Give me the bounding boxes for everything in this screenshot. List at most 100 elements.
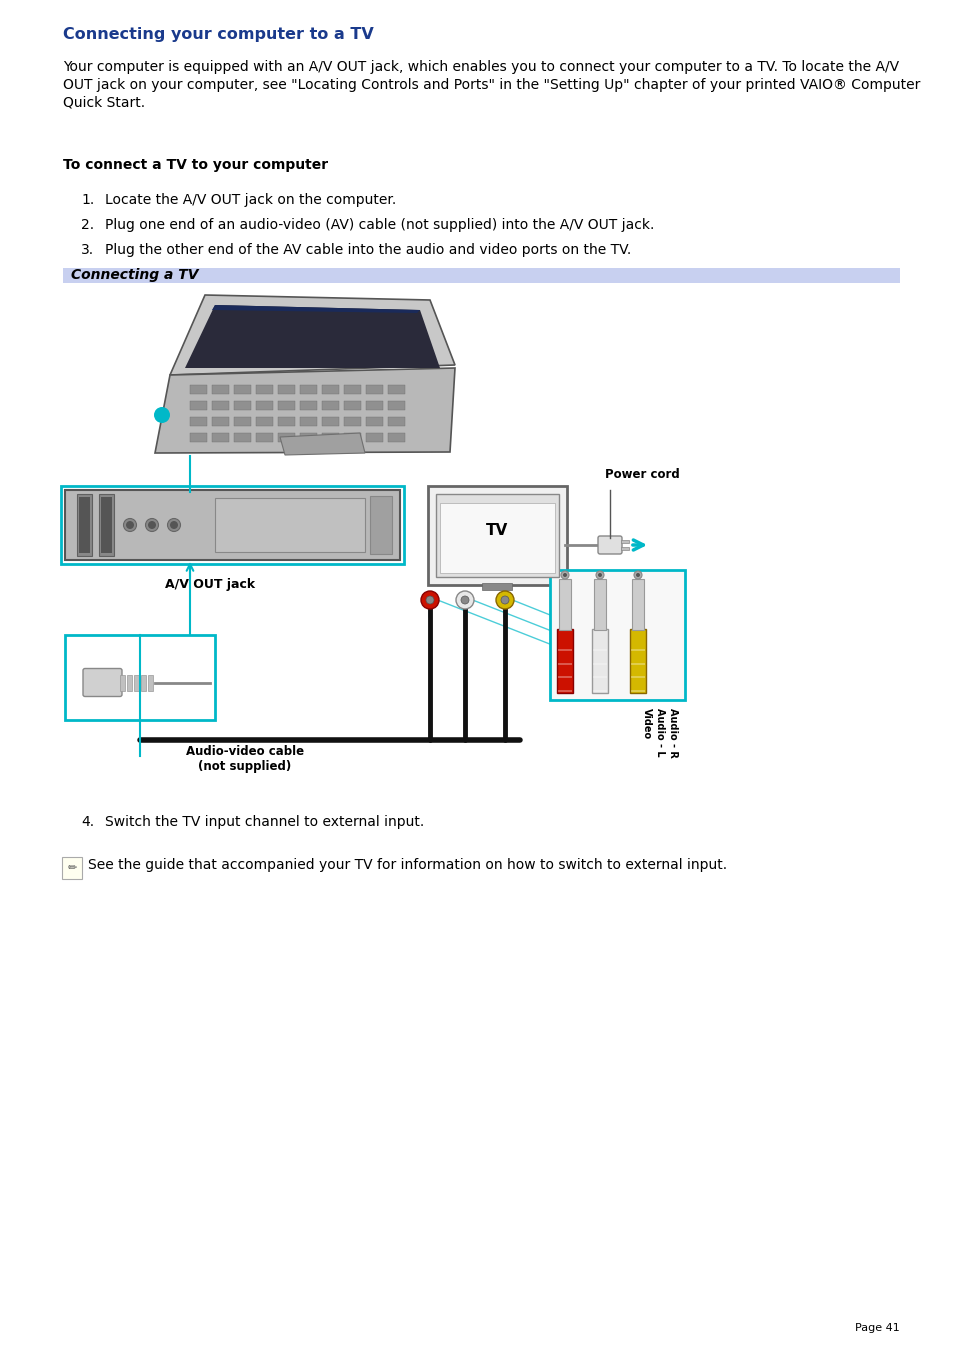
Bar xyxy=(370,496,392,554)
Bar xyxy=(322,434,338,442)
Bar xyxy=(299,434,316,442)
Text: 3.: 3. xyxy=(81,243,94,257)
Bar xyxy=(255,385,273,394)
FancyBboxPatch shape xyxy=(439,503,555,573)
Polygon shape xyxy=(212,305,419,313)
Bar xyxy=(212,434,229,442)
Circle shape xyxy=(456,590,474,609)
Bar xyxy=(344,434,360,442)
Circle shape xyxy=(460,596,469,604)
Circle shape xyxy=(420,590,438,609)
Bar xyxy=(388,417,405,426)
Bar xyxy=(593,677,606,678)
Text: See the guide that accompanied your TV for information on how to switch to exter: See the guide that accompanied your TV f… xyxy=(88,858,726,871)
Bar xyxy=(388,434,405,442)
FancyBboxPatch shape xyxy=(598,536,621,554)
Bar xyxy=(190,385,207,394)
Polygon shape xyxy=(154,367,455,453)
Text: TV: TV xyxy=(486,523,508,538)
Bar xyxy=(388,401,405,409)
Polygon shape xyxy=(170,295,455,376)
Text: Quick Start.: Quick Start. xyxy=(63,95,145,109)
Bar xyxy=(482,584,512,590)
Text: 2.: 2. xyxy=(81,218,94,232)
Bar xyxy=(322,401,338,409)
Bar xyxy=(255,401,273,409)
Text: Audio - L: Audio - L xyxy=(655,708,664,757)
Circle shape xyxy=(153,407,170,423)
FancyBboxPatch shape xyxy=(592,628,607,693)
Bar xyxy=(277,401,294,409)
Bar xyxy=(79,497,90,553)
Bar xyxy=(558,663,572,665)
Bar xyxy=(593,663,606,665)
Text: A/V OUT jack: A/V OUT jack xyxy=(165,578,254,590)
Circle shape xyxy=(123,519,136,531)
Bar xyxy=(366,401,382,409)
Circle shape xyxy=(560,571,568,580)
Text: Power cord: Power cord xyxy=(604,467,679,481)
Bar xyxy=(63,267,899,282)
FancyBboxPatch shape xyxy=(428,486,566,585)
Circle shape xyxy=(168,519,180,531)
Text: Connecting your computer to a TV: Connecting your computer to a TV xyxy=(63,27,374,42)
FancyBboxPatch shape xyxy=(557,628,573,693)
Bar xyxy=(101,497,112,553)
Text: ✏: ✏ xyxy=(68,863,76,873)
Circle shape xyxy=(170,521,178,530)
Text: Video: Video xyxy=(641,708,651,739)
Bar xyxy=(620,547,628,550)
Bar xyxy=(233,385,251,394)
Bar xyxy=(558,677,572,678)
Text: Locate the A/V OUT jack on the computer.: Locate the A/V OUT jack on the computer. xyxy=(105,193,395,207)
Text: 4.: 4. xyxy=(81,815,94,830)
FancyBboxPatch shape xyxy=(631,578,643,631)
Bar xyxy=(366,417,382,426)
Bar xyxy=(65,490,399,561)
Bar xyxy=(630,677,644,678)
Text: Connecting a TV: Connecting a TV xyxy=(71,269,198,282)
Bar xyxy=(299,417,316,426)
Bar xyxy=(214,499,365,553)
Bar xyxy=(190,401,207,409)
Bar xyxy=(620,540,628,543)
Circle shape xyxy=(562,573,566,577)
Bar xyxy=(233,401,251,409)
Bar xyxy=(630,650,644,651)
Bar xyxy=(255,417,273,426)
Bar xyxy=(366,434,382,442)
Bar xyxy=(212,401,229,409)
Bar xyxy=(630,690,644,692)
Bar xyxy=(630,663,644,665)
Text: Page 41: Page 41 xyxy=(854,1323,899,1333)
Text: Audio - R: Audio - R xyxy=(667,708,678,758)
FancyBboxPatch shape xyxy=(629,628,645,693)
FancyBboxPatch shape xyxy=(550,570,684,700)
Bar xyxy=(277,417,294,426)
Text: Switch the TV input channel to external input.: Switch the TV input channel to external … xyxy=(105,815,424,830)
Bar xyxy=(77,494,91,557)
Circle shape xyxy=(596,571,603,580)
Bar xyxy=(322,385,338,394)
Bar xyxy=(233,434,251,442)
Circle shape xyxy=(146,519,158,531)
Bar xyxy=(593,690,606,692)
Bar xyxy=(120,674,125,690)
Text: To connect a TV to your computer: To connect a TV to your computer xyxy=(63,158,328,172)
Circle shape xyxy=(636,573,639,577)
Bar xyxy=(366,385,382,394)
Bar xyxy=(344,401,360,409)
Polygon shape xyxy=(185,305,439,367)
FancyBboxPatch shape xyxy=(558,578,571,631)
Circle shape xyxy=(634,571,641,580)
Text: Your computer is equipped with an A/V OUT jack, which enables you to connect you: Your computer is equipped with an A/V OU… xyxy=(63,59,898,74)
Bar xyxy=(190,417,207,426)
Circle shape xyxy=(598,573,601,577)
Bar xyxy=(99,494,113,557)
FancyBboxPatch shape xyxy=(83,669,122,697)
Bar xyxy=(255,434,273,442)
Bar xyxy=(299,401,316,409)
Bar xyxy=(233,417,251,426)
Circle shape xyxy=(426,596,434,604)
Bar xyxy=(141,674,146,690)
